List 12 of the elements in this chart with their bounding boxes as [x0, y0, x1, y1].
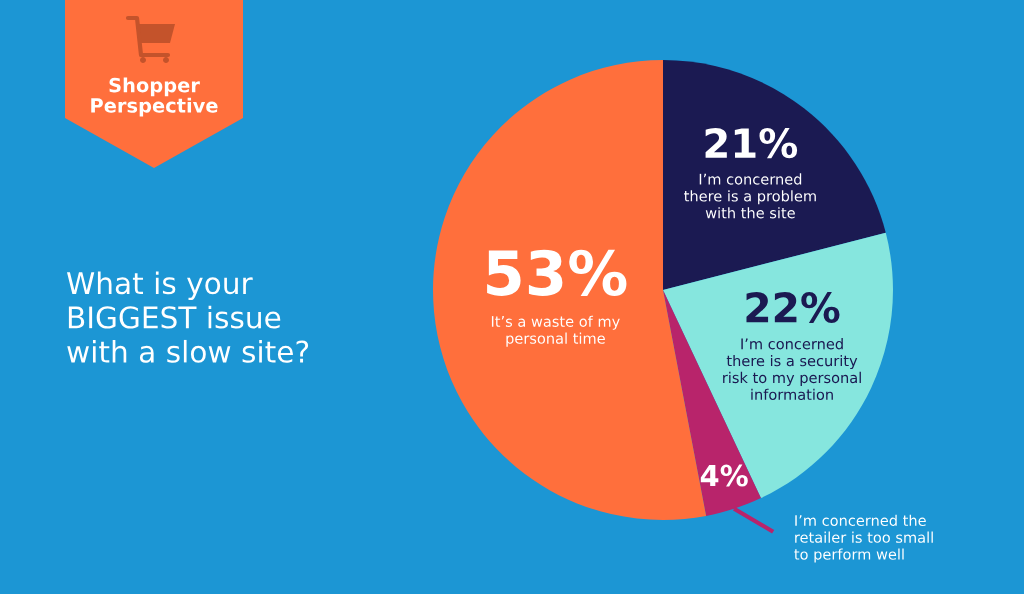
- text: What is your BIGGEST issue with a slow site?: [66, 271, 309, 363]
- data-label: 22%: [746, 292, 840, 323]
- data-label: 53%: [487, 249, 627, 296]
- data-label: 21%: [705, 127, 798, 159]
- slice-label: I’m concerned there is a security risk to my personal information: [723, 338, 861, 401]
- text: Shopper Perspective: [91, 77, 218, 117]
- legend-label: I’m concerned the retailer is too small to perform well: [794, 514, 933, 563]
- pie-slice: [663, 232, 893, 499]
- slice-label: I’m concerned there is a problem with the site: [684, 173, 816, 219]
- pie-slice: [663, 60, 886, 290]
- data-label: 4%: [700, 464, 748, 487]
- slice-label: It’s a waste of my personal time: [491, 315, 620, 347]
